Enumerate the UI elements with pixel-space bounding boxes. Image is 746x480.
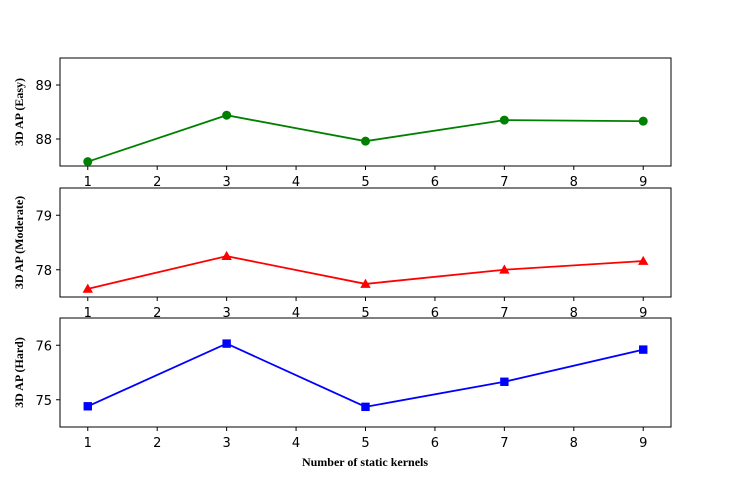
panel-3-y-axis-label: 3D AP (Hard) [12, 337, 26, 408]
panel-3-data-point [83, 402, 92, 411]
panel-3-data-point [639, 345, 648, 354]
panel-3-x-tick-label: 5 [361, 436, 369, 451]
panel-3-x-tick-label: 8 [570, 436, 578, 451]
panel-2-x-tick-label: 7 [500, 306, 508, 321]
panel-1-plot-frame [59, 57, 672, 167]
panel-3-x-tick-label: 9 [639, 436, 647, 451]
panel-3-x-tick-label: 3 [222, 436, 230, 451]
panel-3-x-tick-label: 2 [153, 436, 161, 451]
panel-3-x-tick-label: 7 [500, 436, 508, 451]
panel-2-data-point [638, 255, 649, 265]
panel-1-x-tick-label: 6 [431, 175, 439, 190]
panel-2-y-tick-label: 79 [35, 209, 52, 224]
panel-1-x-tick-label: 1 [84, 175, 92, 190]
panel-1-data-point [83, 157, 93, 167]
panel-1-data-point [222, 110, 232, 120]
panel-1-x-tick-label: 9 [639, 175, 647, 190]
panel-2-y-axis-label: 3D AP (Moderate) [12, 196, 26, 289]
panel-3-data-point [361, 402, 370, 412]
panel-1-x-tick-label: 8 [570, 175, 578, 190]
panel-3-data-point [222, 339, 231, 348]
panel-2-x-tick-label: 4 [292, 306, 300, 321]
panel-1-data-point [361, 136, 370, 146]
panel-2-x-tick-label: 5 [361, 306, 369, 321]
panel-2-y-tick-label: 78 [35, 264, 52, 279]
x-axis-label: Number of static kernels [302, 455, 428, 469]
panel-2-x-tick-label: 6 [431, 306, 439, 321]
panel-3-x-tick-label: 1 [84, 436, 92, 451]
panel-1-x-tick-label: 7 [500, 175, 508, 190]
panel-2-data-point [499, 264, 510, 274]
panel-3-x-tick-label: 4 [292, 436, 300, 451]
panel-3-y-tick-label: 76 [35, 339, 52, 354]
panel-1-x-tick-label: 2 [153, 175, 161, 190]
panel-2-data-point [360, 278, 371, 288]
panel-3-data-point [500, 377, 509, 386]
panel-1-data-point [638, 116, 648, 126]
panel-3-x-tick-label: 6 [431, 436, 439, 451]
panel-2-x-tick-label: 3 [222, 306, 230, 321]
panel-1-x-tick-label: 5 [361, 175, 369, 190]
panel-1-x-tick-label: 4 [292, 175, 300, 190]
panel-3-series-line [87, 342, 644, 408]
panel-1-y-tick-label: 88 [35, 133, 52, 148]
panel-3-y-tick-label: 75 [35, 394, 52, 409]
panel-2-data-point [82, 283, 93, 293]
panel-2-x-tick-label: 9 [639, 306, 647, 321]
panel-1-data-point [499, 115, 509, 125]
panel-2-x-tick-label: 2 [153, 306, 161, 321]
panel-1-x-tick-label: 3 [222, 175, 230, 190]
panel-2-x-tick-label: 1 [84, 306, 92, 321]
panel-2-x-tick-label: 8 [570, 306, 578, 321]
panel-1-y-tick-label: 89 [35, 79, 52, 94]
panel-2-data-point [221, 250, 232, 261]
panel-1-y-axis-label: 3D AP (Easy) [12, 78, 26, 146]
